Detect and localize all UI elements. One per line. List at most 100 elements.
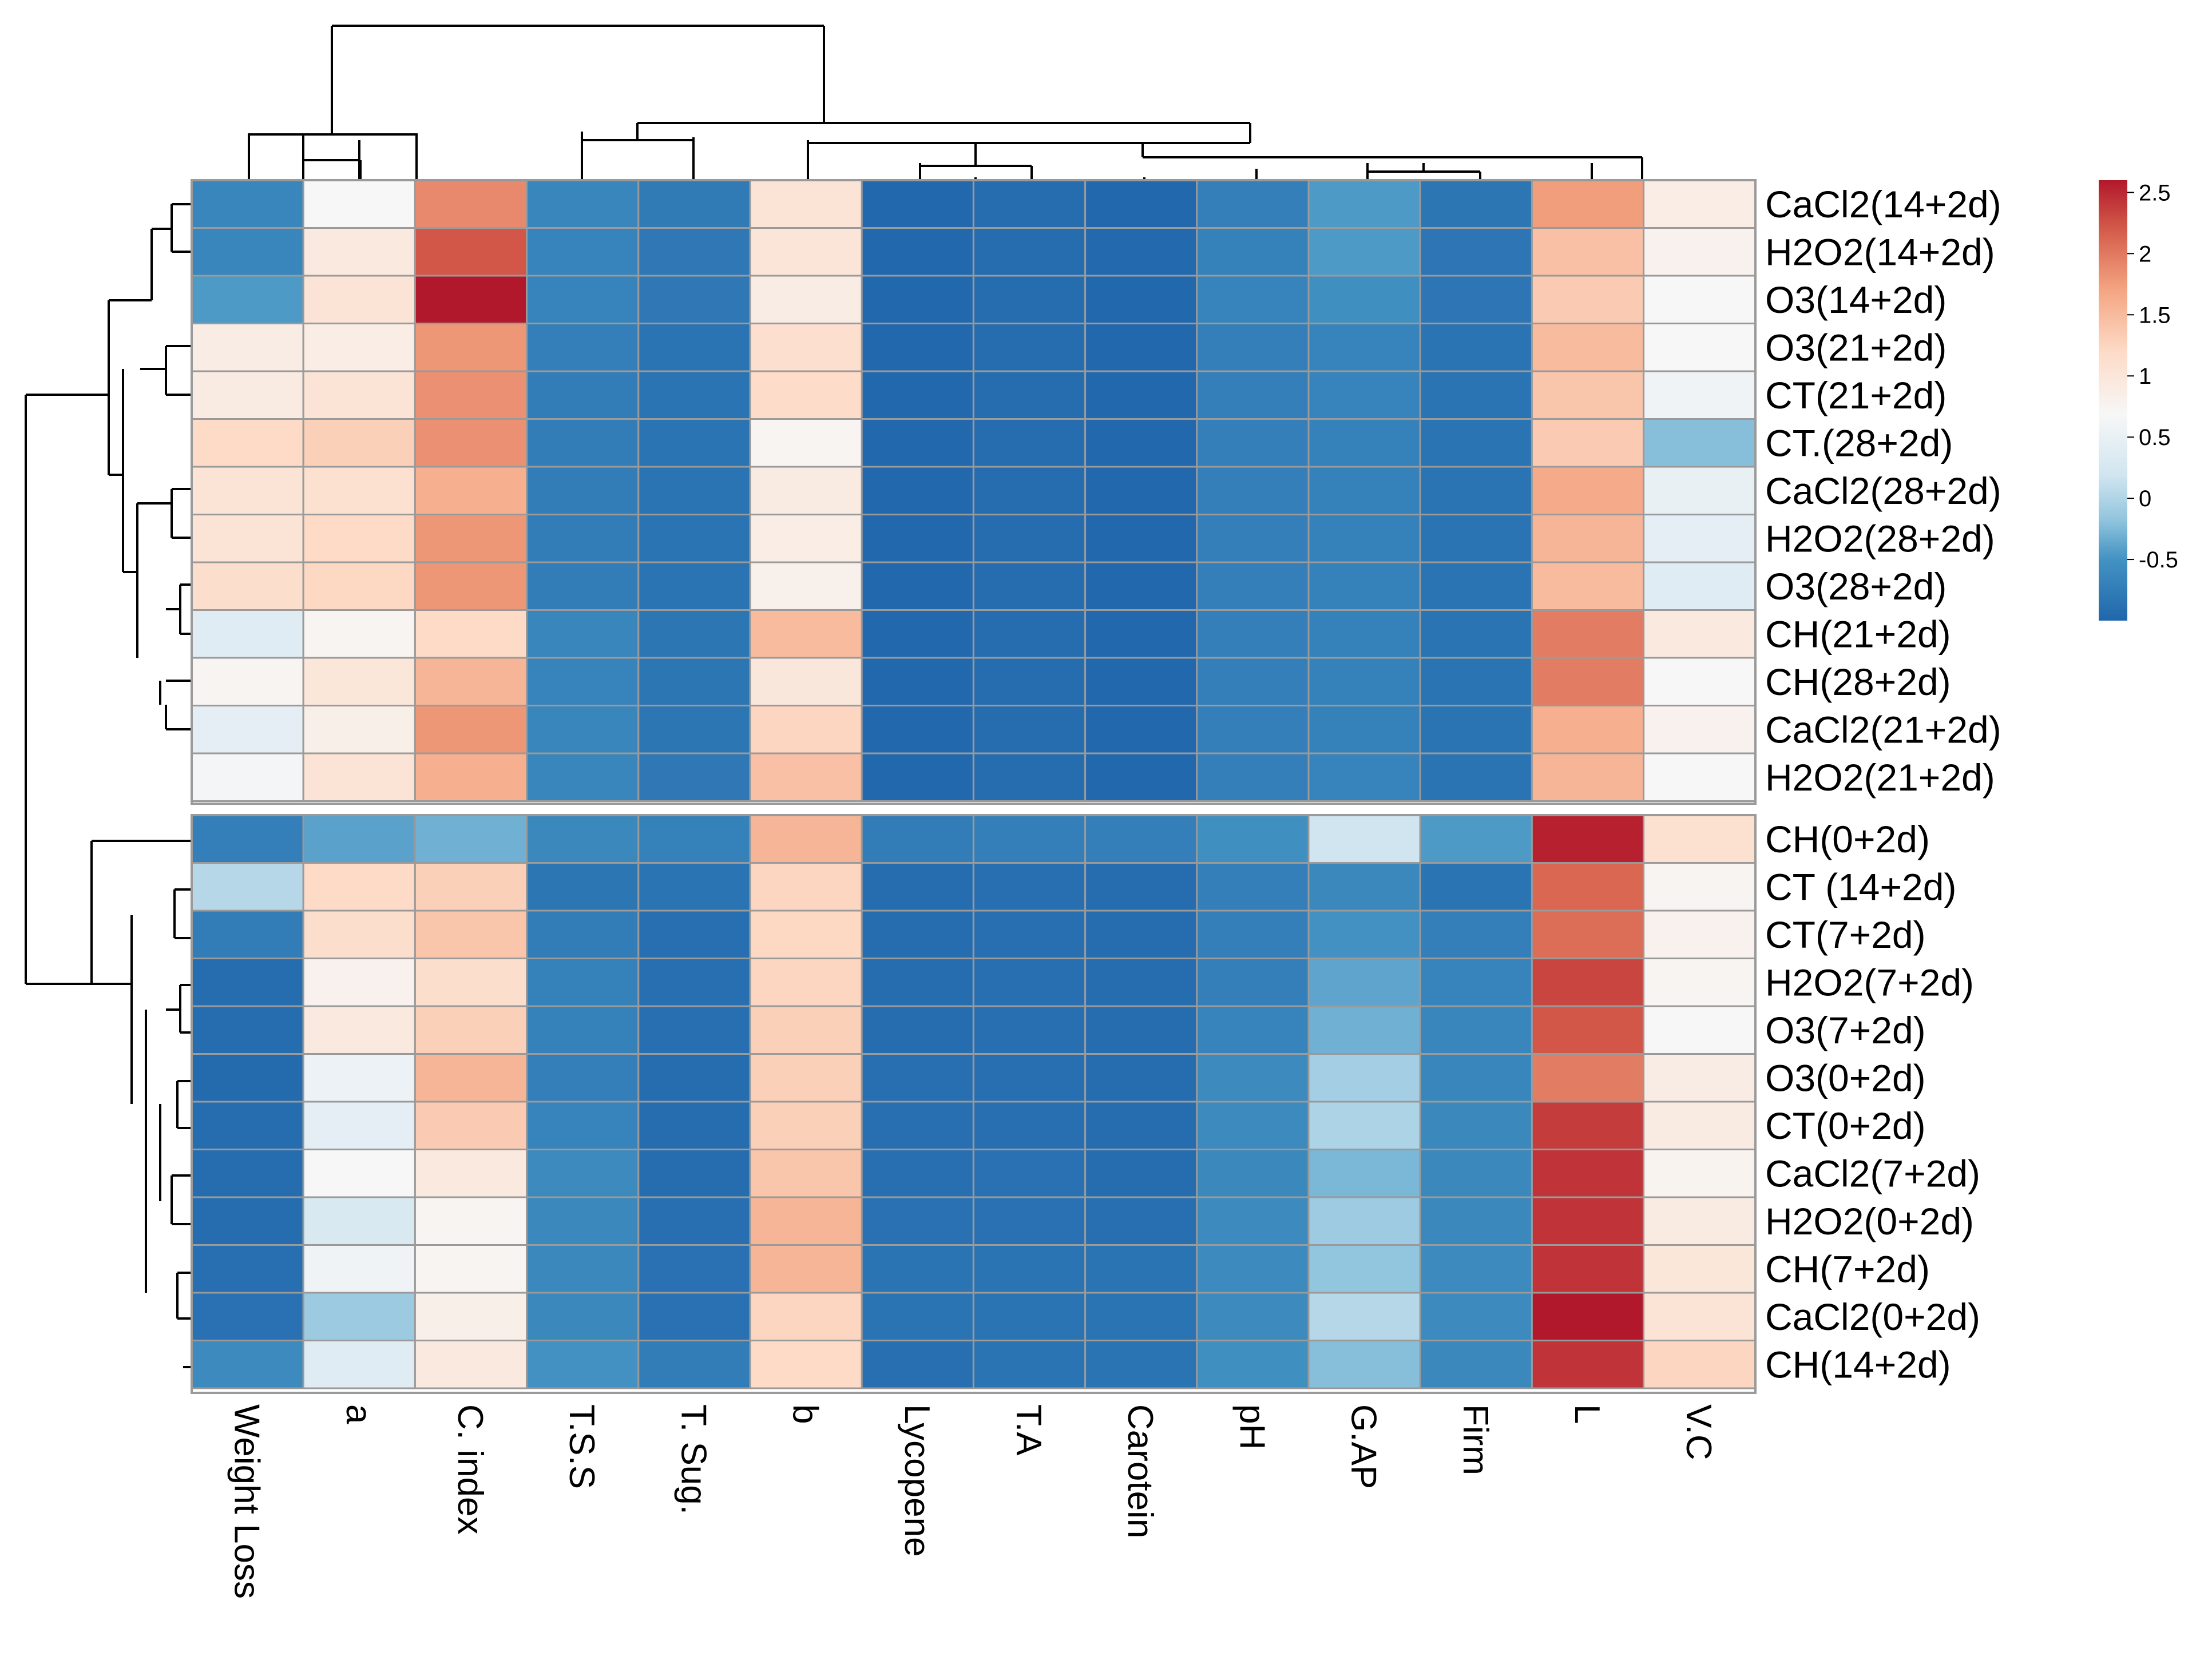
heatmap-cell-h2o2-0-2d-ph xyxy=(1196,1196,1310,1246)
heatmap-cell-ch-21-2d-firm xyxy=(1419,609,1533,659)
heatmap-cell-h2o2-28-2d-v-c xyxy=(1643,514,1757,563)
heatmap-cell-cacl2-21-2d-l xyxy=(1531,705,1645,754)
heatmap-cell-ct-0-2d-carotein xyxy=(1084,1101,1198,1150)
heatmap-cell-ch-7-2d-g-ap xyxy=(1307,1244,1421,1294)
heatmap-cell-o3-28-2d-t-s-s xyxy=(526,561,640,611)
heatmap-cell-ct-14-2d-firm xyxy=(1419,862,1533,912)
row-dendrogram xyxy=(25,203,192,1368)
row-label-ch-21-2d: CH(21+2d) xyxy=(1765,613,1951,655)
column-label-t-a: T.A xyxy=(1009,1404,1048,1456)
heatmap-cell-cacl2-14-2d-weight-loss xyxy=(191,179,304,229)
heatmap-cell-o3-14-2d-l xyxy=(1531,275,1645,324)
heatmap-cell-ct-21-2d-weight-loss xyxy=(191,370,304,420)
heatmap-cell-ch-21-2d-t-sug xyxy=(637,609,751,659)
heatmap-cell-ct-14-2d-a xyxy=(302,862,416,912)
heatmap-cell-ch-21-2d-lycopene xyxy=(861,609,974,659)
heatmap-cell-h2o2-0-2d-t-sug xyxy=(637,1196,751,1246)
heatmap-cell-o3-7-2d-b xyxy=(749,1005,863,1055)
heatmap-cell-ch-7-2d-a xyxy=(302,1244,416,1294)
heatmap-cell-o3-7-2d-t-sug xyxy=(637,1005,751,1055)
heatmap-cell-ch-14-2d-b xyxy=(749,1340,863,1389)
heatmap-cell-cacl2-7-2d-b xyxy=(749,1149,863,1198)
heatmap-cell-ct-0-2d-c-index xyxy=(414,1101,528,1150)
heatmap-cell-ct-7-2d-lycopene xyxy=(861,909,974,959)
heatmap-cell-cacl2-28-2d-carotein xyxy=(1084,466,1198,515)
heatmap-cell-cacl2-28-2d-b xyxy=(749,466,863,515)
heatmap-cell-cacl2-21-2d-t-sug xyxy=(637,705,751,754)
heatmap-cell-ch-28-2d-b xyxy=(749,657,863,706)
heatmap-cell-ch-14-2d-lycopene xyxy=(861,1340,974,1389)
row-dendrogram-branches xyxy=(25,203,192,1368)
heatmap-cell-h2o2-0-2d-g-ap xyxy=(1307,1196,1421,1246)
row-label-cacl2-0-2d: CaCl2(0+2d) xyxy=(1765,1296,1980,1338)
row-label-o3-21-2d: O3(21+2d) xyxy=(1765,326,1947,368)
row-label-o3-7-2d: O3(7+2d) xyxy=(1765,1009,1926,1051)
heatmap-cell-o3-7-2d-firm xyxy=(1419,1005,1533,1055)
heatmap-cell-o3-7-2d-g-ap xyxy=(1307,1005,1421,1055)
heatmap-cell-ch-21-2d-v-c xyxy=(1643,609,1757,659)
heatmap-cell-h2o2-14-2d-firm xyxy=(1419,227,1533,277)
heatmap-cell-ct-28-2d-t-a xyxy=(972,418,1087,468)
heatmap-cell-o3-0-2d-g-ap xyxy=(1307,1053,1421,1103)
heatmap-cell-h2o2-7-2d-lycopene xyxy=(861,958,974,1007)
heatmap-cell-cacl2-14-2d-c-index xyxy=(414,179,528,229)
legend-tick-label: 1 xyxy=(2139,364,2151,389)
heatmap-cell-h2o2-21-2d-b xyxy=(749,752,863,802)
heatmap-cell-o3-21-2d-lycopene xyxy=(861,323,974,372)
column-dendrogram xyxy=(248,25,1643,183)
heatmap-cell-ch-0-2d-v-c xyxy=(1643,814,1757,864)
heatmap-cell-cacl2-0-2d-ph xyxy=(1196,1292,1310,1341)
heatmap-cell-h2o2-28-2d-lycopene xyxy=(861,514,974,563)
heatmap-cell-ch-28-2d-t-sug xyxy=(637,657,751,706)
heatmap-cell-h2o2-0-2d-carotein xyxy=(1084,1196,1198,1246)
heatmap-cell-o3-21-2d-t-sug xyxy=(637,323,751,372)
heatmap-cell-ch-14-2d-a xyxy=(302,1340,416,1389)
row-label-o3-14-2d: O3(14+2d) xyxy=(1765,279,1947,321)
heatmap-cell-ch-14-2d-v-c xyxy=(1643,1340,1757,1389)
heatmap-cell-cacl2-7-2d-weight-loss xyxy=(191,1149,304,1198)
heatmap-cell-h2o2-28-2d-t-s-s xyxy=(526,514,640,563)
heatmap-cell-h2o2-14-2d-carotein xyxy=(1084,227,1198,277)
column-label-ph: pH xyxy=(1232,1404,1271,1449)
heatmap-cell-h2o2-21-2d-carotein xyxy=(1084,752,1198,802)
heatmap-cell-ch-28-2d-carotein xyxy=(1084,657,1198,706)
heatmap-cell-ch-7-2d-weight-loss xyxy=(191,1244,304,1294)
heatmap-cell-ct-0-2d-lycopene xyxy=(861,1101,974,1150)
column-label-carotein: Carotein xyxy=(1120,1404,1160,1538)
heatmap-cell-o3-28-2d-a xyxy=(302,561,416,611)
heatmap-cell-ct-0-2d-t-a xyxy=(972,1101,1087,1150)
heatmap-cell-ct-0-2d-firm xyxy=(1419,1101,1533,1150)
heatmap-cell-cacl2-28-2d-t-a xyxy=(972,466,1087,515)
heatmap-cell-o3-7-2d-weight-loss xyxy=(191,1005,304,1055)
heatmap-cell-o3-0-2d-t-sug xyxy=(637,1053,751,1103)
heatmap-cell-ch-0-2d-t-a xyxy=(972,814,1087,864)
column-label-t-sug: T. Sug. xyxy=(673,1404,713,1515)
heatmap-cell-cacl2-14-2d-g-ap xyxy=(1307,179,1421,229)
heatmap-cell-ct-0-2d-t-s-s xyxy=(526,1101,640,1150)
heatmap-cell-o3-7-2d-lycopene xyxy=(861,1005,974,1055)
heatmap-cell-ch-21-2d-b xyxy=(749,609,863,659)
heatmap-cell-h2o2-0-2d-b xyxy=(749,1196,863,1246)
heatmap-cell-o3-7-2d-t-a xyxy=(972,1005,1087,1055)
heatmap-cell-ct-28-2d-b xyxy=(749,418,863,468)
heatmap-cell-o3-21-2d-l xyxy=(1531,323,1645,372)
heatmap-cell-ct-14-2d-b xyxy=(749,862,863,912)
heatmap-cell-o3-28-2d-l xyxy=(1531,561,1645,611)
heatmap-cell-o3-21-2d-t-a xyxy=(972,323,1087,372)
heatmap-cell-o3-0-2d-weight-loss xyxy=(191,1053,304,1103)
heatmap-cell-cacl2-14-2d-ph xyxy=(1196,179,1310,229)
heatmap-cell-o3-7-2d-l xyxy=(1531,1005,1645,1055)
heatmap-cell-ct-28-2d-t-s-s xyxy=(526,418,640,468)
heatmap-cell-o3-14-2d-weight-loss xyxy=(191,275,304,324)
heatmap-cell-ch-7-2d-ph xyxy=(1196,1244,1310,1294)
row-label-h2o2-28-2d: H2O2(28+2d) xyxy=(1765,517,1995,559)
row-label-o3-28-2d: O3(28+2d) xyxy=(1765,565,1947,607)
heatmap-cell-ct-21-2d-t-a xyxy=(972,370,1087,420)
legend-tick-label: 1.5 xyxy=(2139,303,2171,328)
heatmap-cell-ct-14-2d-lycopene xyxy=(861,862,974,912)
heatmap-cell-ch-14-2d-carotein xyxy=(1084,1340,1198,1389)
heatmap-cell-h2o2-0-2d-firm xyxy=(1419,1196,1533,1246)
heatmap-cell-ch-7-2d-lycopene xyxy=(861,1244,974,1294)
heatmap-cell-o3-14-2d-lycopene xyxy=(861,275,974,324)
heatmap-cell-o3-0-2d-b xyxy=(749,1053,863,1103)
